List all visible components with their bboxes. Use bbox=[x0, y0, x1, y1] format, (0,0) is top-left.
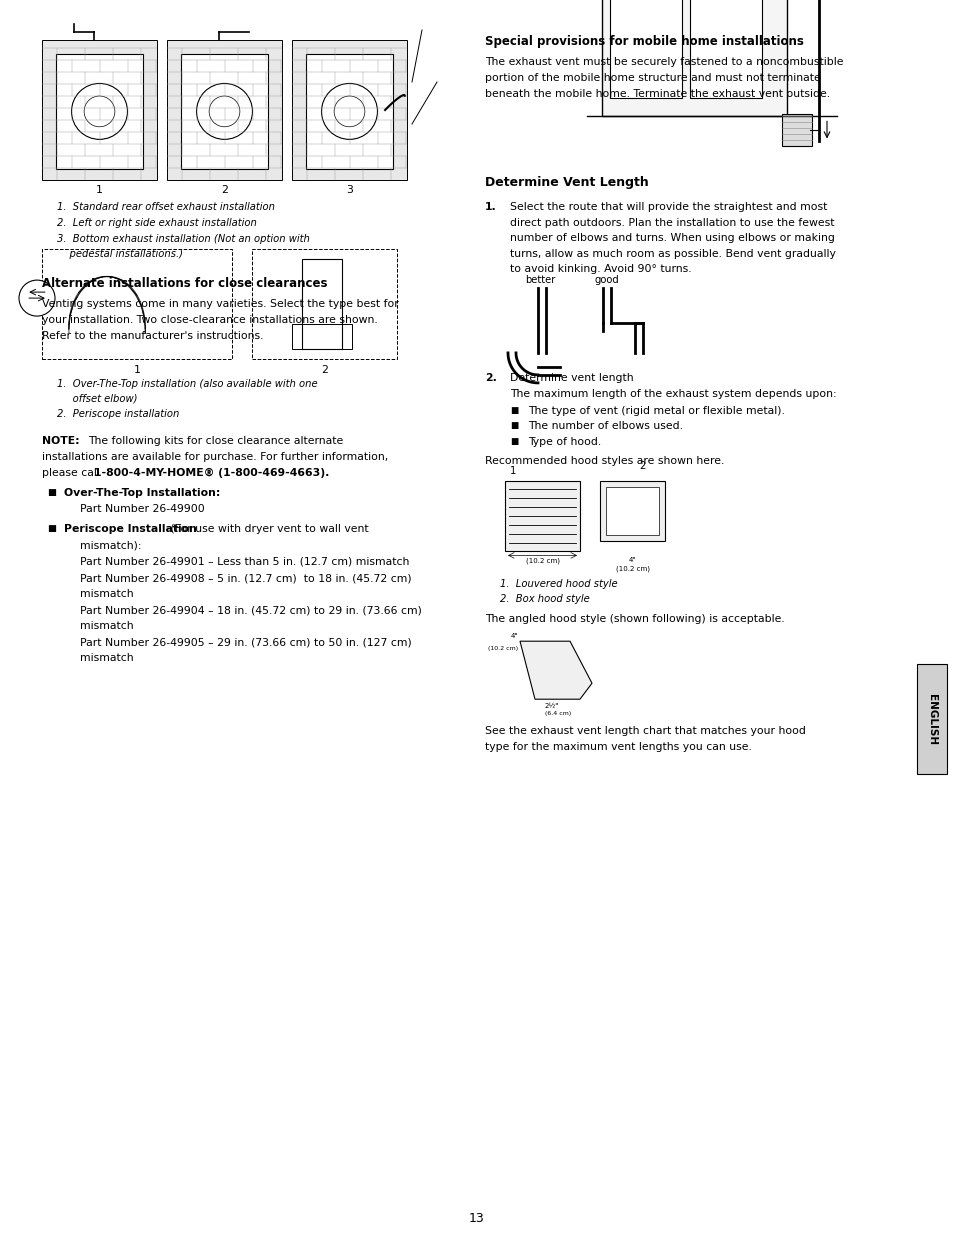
Bar bbox=[292, 40, 407, 180]
Text: The following kits for close clearance alternate: The following kits for close clearance a… bbox=[88, 436, 343, 446]
Text: 2: 2 bbox=[221, 185, 228, 195]
Bar bbox=[167, 40, 282, 180]
Text: The maximum length of the exhaust system depends upon:: The maximum length of the exhaust system… bbox=[510, 389, 836, 399]
Text: Select the route that will provide the straightest and most: Select the route that will provide the s… bbox=[510, 202, 826, 212]
Text: Part Number 26-49904 – 18 in. (45.72 cm) to 29 in. (73.66 cm): Part Number 26-49904 – 18 in. (45.72 cm)… bbox=[80, 605, 421, 616]
Text: (For use with dryer vent to wall vent: (For use with dryer vent to wall vent bbox=[167, 525, 368, 534]
Text: pedestal installations.): pedestal installations.) bbox=[57, 249, 183, 259]
Text: type for the maximum vent lengths you can use.: type for the maximum vent lengths you ca… bbox=[484, 742, 751, 751]
Text: 4": 4" bbox=[510, 634, 517, 639]
Bar bbox=[599, 481, 664, 542]
Text: NOTE:: NOTE: bbox=[42, 436, 79, 446]
Text: mismatch: mismatch bbox=[80, 621, 133, 631]
Text: 1: 1 bbox=[510, 466, 516, 476]
Text: Part Number 26-49900: Part Number 26-49900 bbox=[80, 505, 205, 515]
Text: installations are available for purchase. For further information,: installations are available for purchase… bbox=[42, 453, 388, 463]
Text: number of elbows and turns. When using elbows or making: number of elbows and turns. When using e… bbox=[510, 233, 834, 243]
Text: Refer to the manufacturer's instructions.: Refer to the manufacturer's instructions… bbox=[42, 331, 263, 341]
Text: Recommended hood styles are shown here.: Recommended hood styles are shown here. bbox=[484, 456, 723, 466]
Text: ■: ■ bbox=[510, 436, 517, 446]
Text: 4": 4" bbox=[628, 558, 636, 563]
Bar bbox=[55, 55, 143, 169]
Text: portion of the mobile home structure and must not terminate: portion of the mobile home structure and… bbox=[484, 73, 820, 83]
Text: Periscope Installation: Periscope Installation bbox=[64, 525, 196, 534]
Text: your installation. Two close-clearance installations are shown.: your installation. Two close-clearance i… bbox=[42, 315, 377, 325]
Text: Type of hood.: Type of hood. bbox=[527, 436, 600, 446]
Bar bbox=[306, 55, 393, 169]
Text: 2: 2 bbox=[321, 365, 328, 374]
Text: 1.  Louvered hood style: 1. Louvered hood style bbox=[499, 579, 617, 589]
Bar bbox=[689, 0, 761, 98]
Text: ■: ■ bbox=[510, 422, 517, 430]
Text: beneath the mobile home. Terminate the exhaust vent outside.: beneath the mobile home. Terminate the e… bbox=[484, 88, 829, 99]
Text: 2.  Left or right side exhaust installation: 2. Left or right side exhaust installati… bbox=[57, 218, 256, 228]
Circle shape bbox=[19, 280, 55, 316]
Text: 2: 2 bbox=[639, 461, 644, 471]
Text: 2½": 2½" bbox=[544, 703, 558, 709]
Text: ENGLISH: ENGLISH bbox=[926, 693, 936, 745]
Text: ■: ■ bbox=[510, 405, 517, 415]
Text: Determine vent length: Determine vent length bbox=[510, 373, 633, 383]
Bar bbox=[252, 248, 396, 358]
Text: ■: ■ bbox=[47, 487, 56, 497]
Text: 1: 1 bbox=[96, 185, 103, 195]
Bar bbox=[42, 40, 157, 180]
Text: (6.4 cm): (6.4 cm) bbox=[544, 712, 571, 717]
Text: ■: ■ bbox=[47, 525, 56, 533]
Text: Over-The-Top Installation:: Over-The-Top Installation: bbox=[64, 487, 220, 497]
Bar bbox=[302, 259, 341, 348]
Text: mismatch):: mismatch): bbox=[80, 541, 141, 551]
Text: 2.  Periscope installation: 2. Periscope installation bbox=[57, 409, 179, 419]
Text: Venting systems come in many varieties. Select the type best for: Venting systems come in many varieties. … bbox=[42, 299, 398, 309]
Text: 2.  Box hood style: 2. Box hood style bbox=[499, 594, 589, 604]
Polygon shape bbox=[519, 641, 592, 699]
Text: 13: 13 bbox=[469, 1211, 484, 1225]
Text: 3: 3 bbox=[346, 185, 353, 195]
Bar bbox=[916, 665, 946, 774]
Text: 1: 1 bbox=[133, 365, 140, 374]
Bar bbox=[601, 0, 786, 117]
Text: (10.2 cm): (10.2 cm) bbox=[525, 558, 558, 564]
Text: please call: please call bbox=[42, 467, 103, 477]
Text: Part Number 26-49908 – 5 in. (12.7 cm)  to 18 in. (45.72 cm): Part Number 26-49908 – 5 in. (12.7 cm) t… bbox=[80, 574, 411, 584]
Bar bbox=[609, 0, 681, 98]
Text: to avoid kinking. Avoid 90° turns.: to avoid kinking. Avoid 90° turns. bbox=[510, 264, 691, 274]
Text: direct path outdoors. Plan the installation to use the fewest: direct path outdoors. Plan the installat… bbox=[510, 218, 834, 228]
Bar bbox=[781, 114, 811, 146]
Text: good: good bbox=[595, 275, 619, 285]
Bar bbox=[292, 324, 352, 348]
Text: 1.: 1. bbox=[484, 202, 497, 212]
Text: The angled hood style (shown following) is acceptable.: The angled hood style (shown following) … bbox=[484, 614, 784, 624]
Text: Special provisions for mobile home installations: Special provisions for mobile home insta… bbox=[484, 35, 803, 48]
Text: 1.  Standard rear offset exhaust installation: 1. Standard rear offset exhaust installa… bbox=[57, 202, 274, 212]
Text: offset elbow): offset elbow) bbox=[57, 394, 137, 404]
Text: Part Number 26-49905 – 29 in. (73.66 cm) to 50 in. (127 cm): Part Number 26-49905 – 29 in. (73.66 cm)… bbox=[80, 637, 412, 647]
Text: The number of elbows used.: The number of elbows used. bbox=[527, 422, 682, 432]
Text: (10.2 cm): (10.2 cm) bbox=[615, 565, 649, 572]
Text: 1.  Over-The-Top installation (also available with one: 1. Over-The-Top installation (also avail… bbox=[57, 378, 317, 388]
Text: 2.: 2. bbox=[484, 373, 497, 383]
Text: turns, allow as much room as possible. Bend vent gradually: turns, allow as much room as possible. B… bbox=[510, 249, 835, 259]
Text: The type of vent (rigid metal or flexible metal).: The type of vent (rigid metal or flexibl… bbox=[527, 405, 784, 415]
Bar bbox=[181, 55, 268, 169]
Bar bbox=[504, 481, 579, 552]
Text: See the exhaust vent length chart that matches your hood: See the exhaust vent length chart that m… bbox=[484, 727, 805, 737]
Text: Alternate installations for close clearances: Alternate installations for close cleara… bbox=[42, 278, 327, 290]
Text: better: better bbox=[524, 275, 555, 285]
Bar bbox=[605, 487, 659, 536]
Text: mismatch: mismatch bbox=[80, 589, 133, 599]
Text: 3.  Bottom exhaust installation (Not an option with: 3. Bottom exhaust installation (Not an o… bbox=[57, 233, 310, 243]
Text: 1-800-4-MY-HOME® (1-800-469-4663).: 1-800-4-MY-HOME® (1-800-469-4663). bbox=[94, 467, 329, 477]
Text: The exhaust vent must be securely fastened to a noncombustible: The exhaust vent must be securely fasten… bbox=[484, 57, 842, 67]
Text: (10.2 cm): (10.2 cm) bbox=[487, 646, 517, 651]
Bar bbox=[42, 248, 232, 358]
Text: Part Number 26-49901 – Less than 5 in. (12.7 cm) mismatch: Part Number 26-49901 – Less than 5 in. (… bbox=[80, 557, 409, 567]
Text: mismatch: mismatch bbox=[80, 653, 133, 663]
Text: Determine Vent Length: Determine Vent Length bbox=[484, 176, 648, 190]
